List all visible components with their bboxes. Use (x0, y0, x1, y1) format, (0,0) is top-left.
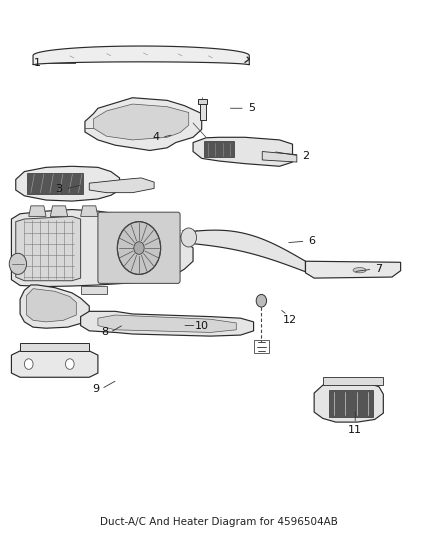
Polygon shape (204, 141, 234, 157)
Polygon shape (11, 209, 193, 287)
Polygon shape (81, 206, 98, 216)
Polygon shape (11, 351, 98, 377)
Circle shape (9, 253, 27, 274)
Polygon shape (262, 151, 297, 162)
Polygon shape (16, 166, 120, 201)
Polygon shape (16, 216, 81, 281)
Polygon shape (98, 315, 236, 333)
Polygon shape (20, 285, 89, 328)
Polygon shape (85, 98, 202, 150)
Polygon shape (200, 103, 205, 120)
Circle shape (181, 228, 197, 247)
Text: 5: 5 (248, 103, 255, 114)
Polygon shape (305, 261, 401, 278)
Polygon shape (314, 383, 383, 422)
Polygon shape (33, 46, 249, 65)
Circle shape (134, 241, 144, 254)
Circle shape (66, 359, 74, 369)
Circle shape (117, 222, 161, 274)
Polygon shape (29, 206, 46, 216)
Polygon shape (50, 206, 67, 216)
Polygon shape (27, 173, 83, 194)
Circle shape (256, 294, 267, 307)
Text: 11: 11 (348, 425, 362, 435)
Circle shape (25, 359, 33, 369)
Polygon shape (329, 391, 372, 417)
Polygon shape (184, 230, 305, 272)
Polygon shape (81, 286, 106, 294)
Polygon shape (27, 289, 76, 322)
Text: 12: 12 (283, 316, 297, 325)
Text: 3: 3 (56, 184, 63, 194)
Polygon shape (20, 343, 89, 351)
Text: Duct-A/C And Heater Diagram for 4596504AB: Duct-A/C And Heater Diagram for 4596504A… (100, 516, 338, 527)
Text: 2: 2 (302, 151, 309, 161)
Text: 1: 1 (34, 59, 41, 68)
Text: 6: 6 (308, 236, 315, 246)
Polygon shape (89, 178, 154, 192)
Polygon shape (81, 311, 254, 336)
Text: 7: 7 (375, 264, 382, 274)
Polygon shape (94, 104, 189, 140)
Polygon shape (323, 377, 383, 385)
Polygon shape (193, 138, 293, 166)
Polygon shape (198, 99, 207, 104)
Ellipse shape (353, 268, 366, 273)
FancyBboxPatch shape (98, 212, 180, 284)
Text: 4: 4 (153, 132, 160, 142)
Text: 10: 10 (195, 320, 208, 330)
Text: 8: 8 (101, 327, 108, 337)
Text: 9: 9 (92, 384, 99, 394)
